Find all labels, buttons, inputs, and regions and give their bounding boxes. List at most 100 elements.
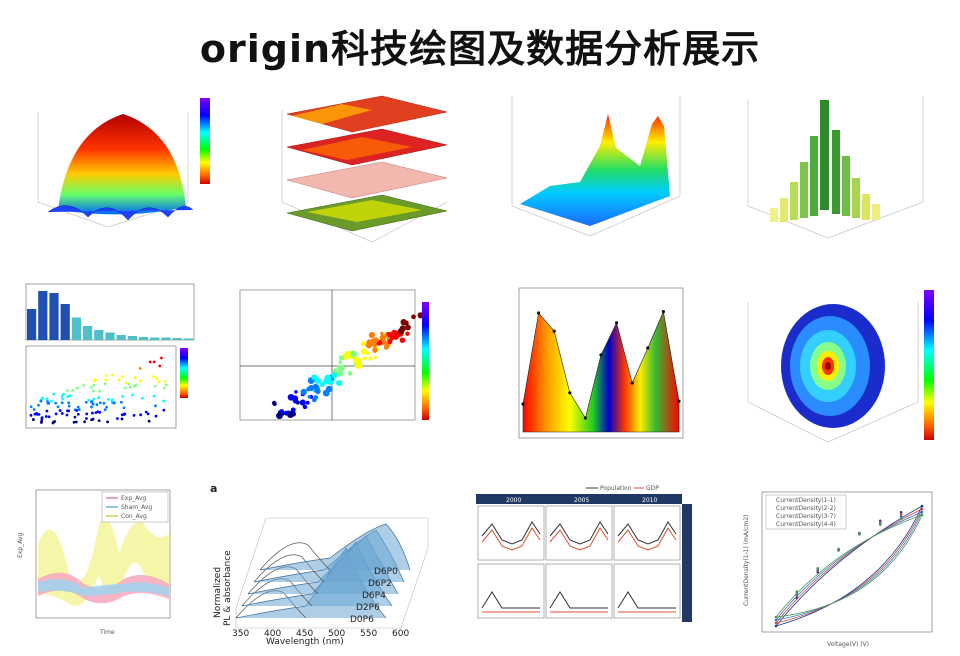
label-d6p4: D6P4 [362, 591, 386, 601]
scatter-point [89, 400, 93, 404]
scatter-point [163, 380, 167, 383]
scatter-point [164, 383, 168, 387]
quadrant-point [323, 378, 329, 384]
x-tick-label: 350 [232, 629, 249, 639]
year-2010: 2010 [642, 497, 657, 504]
quadrant-point [292, 398, 298, 404]
legend-sham: Sham_Avg [121, 504, 152, 511]
scatter-point [29, 413, 33, 417]
label-d6p0: D6P0 [374, 567, 398, 577]
scatter-point [29, 405, 33, 409]
scatter-point [104, 374, 108, 378]
scatter-point [60, 394, 64, 398]
population-line [617, 591, 676, 609]
scatter-point [62, 392, 65, 396]
rainbow-points [521, 310, 681, 420]
stacked-layers-svg [281, 95, 448, 243]
quadrant-point [355, 363, 361, 369]
hist-bar [27, 309, 37, 340]
scatter-point [121, 375, 124, 379]
panel-stacked-layers [262, 92, 452, 250]
scatter-point [54, 401, 58, 405]
scatter-point [139, 413, 143, 417]
label-d0p6: D0P6 [350, 615, 374, 625]
grid-subpanels [477, 505, 681, 619]
loop-point [795, 590, 799, 593]
loop-point [858, 533, 861, 536]
scatter-point [84, 400, 88, 404]
quadrant-point [373, 355, 377, 360]
x-tick-label: 550 [360, 629, 377, 639]
scatter-point [45, 409, 49, 413]
scatter-point [90, 385, 93, 389]
scatter-point [44, 415, 48, 418]
quadrant-point [338, 360, 343, 364]
xlabel: Time [99, 629, 115, 636]
x-tick-labels: 350 400 450 500 550 600 [232, 629, 409, 639]
histogram-bars [27, 291, 193, 340]
scatter-point [65, 389, 69, 392]
year-2005: 2005 [574, 497, 589, 504]
hysteresis-loops [774, 504, 924, 628]
ylabel: Exp_Avg [17, 533, 24, 558]
scatter-point [110, 373, 114, 377]
scatter-point [91, 389, 95, 393]
scatter-point [74, 420, 78, 424]
loop-point [899, 517, 903, 521]
loop-point [837, 547, 840, 551]
quadrant-point [271, 400, 277, 406]
sub-panel [613, 505, 681, 561]
hist-bar [161, 337, 171, 340]
scatter-point [65, 413, 69, 417]
scatter-point [152, 375, 155, 379]
scatter-point [73, 415, 77, 419]
population-line [549, 521, 609, 545]
scatter-point [40, 416, 44, 420]
band-con [38, 579, 169, 596]
layer-3 [286, 161, 448, 199]
quadrant-point [305, 400, 310, 405]
scatter-point [60, 412, 64, 415]
x-tick-label: 600 [392, 629, 409, 639]
colorbar [200, 98, 210, 184]
scatter-point [87, 398, 91, 402]
scatter-point [93, 378, 97, 381]
hysteresis-svg: CurrentDensity(1-1) CurrentDensity(2-2) … [743, 491, 933, 648]
hist-bar [183, 338, 193, 340]
loop-point [899, 510, 903, 514]
xlabel: Voltage(V) (V) [827, 641, 869, 648]
hist-bar [83, 326, 93, 340]
scatter-point [127, 382, 131, 386]
panel-3d-bars [738, 86, 928, 244]
hist-bar [71, 317, 81, 340]
scatter-point [47, 402, 50, 405]
loop-point [878, 523, 882, 526]
hist-bar [172, 338, 182, 340]
scatter-point [103, 382, 107, 386]
scatter-point [92, 383, 96, 387]
scatter-point [41, 396, 44, 400]
scatter-point [51, 421, 55, 425]
panel-dome-surface [28, 92, 228, 234]
scatter-point [146, 412, 150, 416]
scatter-point [152, 394, 156, 398]
scatter-point [76, 405, 80, 409]
rainbow-point [521, 402, 525, 406]
legend-box [101, 491, 169, 523]
sub-panel [477, 505, 545, 561]
scatter-point [148, 360, 152, 364]
scatter-point [123, 412, 127, 416]
dome-mark [58, 114, 186, 215]
sub-panel [477, 563, 545, 619]
quadrant-point [294, 390, 298, 394]
panel-quadrant-scatter [222, 282, 442, 442]
scatter-point [139, 379, 143, 383]
gridlines-svg: Population GDP 2000 2005 2010 [476, 485, 692, 622]
scatter-point [33, 412, 37, 416]
loop-point [774, 615, 778, 619]
loop-point [816, 567, 820, 570]
population-line [617, 521, 677, 545]
scatter-point [120, 417, 124, 421]
scatter-point [147, 419, 151, 423]
gdp-line [549, 527, 609, 551]
